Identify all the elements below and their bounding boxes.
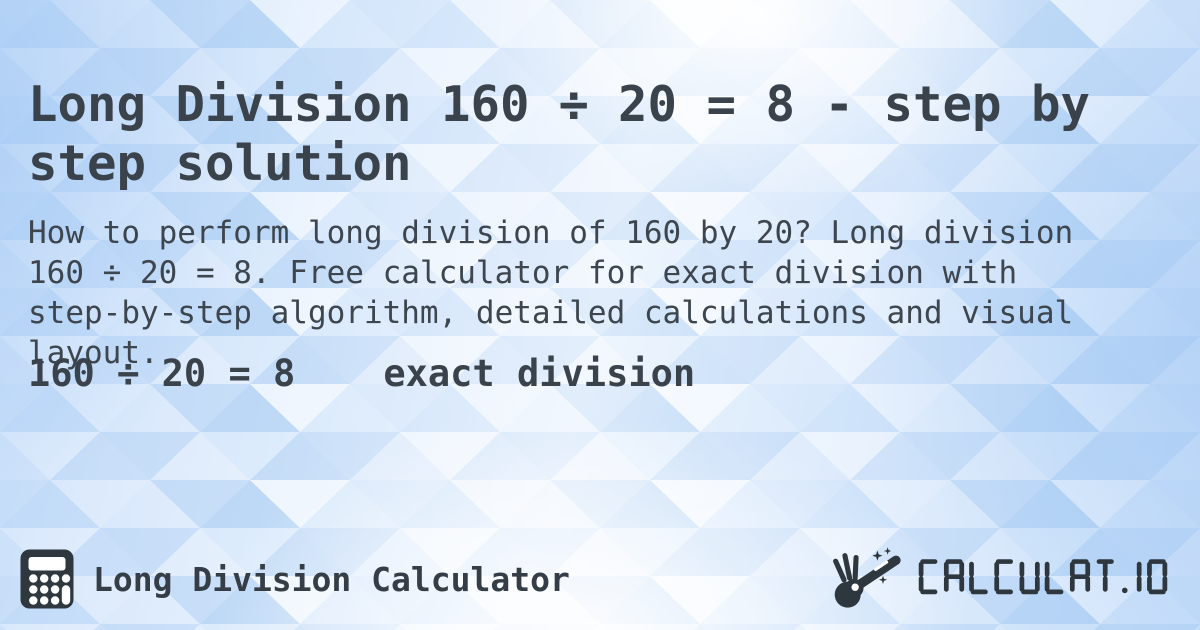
site-branding: Long Division Calculator — [18, 548, 570, 610]
result-equation: 160 ÷ 20 = 8 — [28, 352, 296, 395]
page-description: How to perform long division of 160 by 2… — [28, 215, 1074, 371]
calculator-icon — [20, 549, 74, 609]
result-label: exact division — [383, 352, 696, 395]
site-name: Long Division Calculator — [93, 559, 570, 599]
hand-magic-wand-icon — [833, 547, 902, 608]
page-title: Long Division 160 ÷ 20 = 8 - step by ste… — [28, 75, 1091, 192]
result-line: 160 ÷ 20 = 8 exact division — [28, 352, 695, 396]
calculatio-logo-text — [919, 559, 1168, 595]
calculatio-logo — [831, 546, 1174, 608]
